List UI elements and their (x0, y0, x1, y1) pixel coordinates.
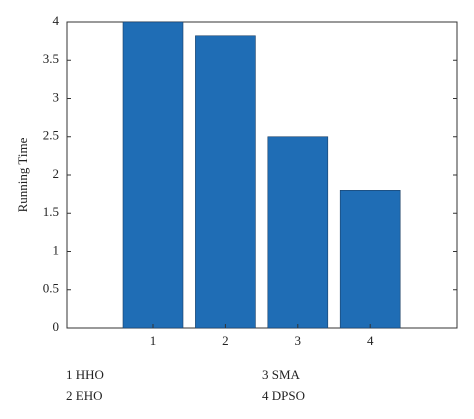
y-tick-label: 2.5 (43, 128, 59, 143)
bar (122, 21, 184, 329)
bar (195, 35, 256, 329)
x-tick-label: 4 (367, 333, 374, 348)
x-tick-label: 1 (150, 333, 157, 348)
legend-note: 3 SMA (262, 367, 301, 382)
y-tick-label: 3.5 (43, 51, 59, 66)
legend-note: 2 EHO (66, 388, 102, 403)
y-tick-label: 0.5 (43, 281, 59, 296)
x-tick-label: 2 (222, 333, 229, 348)
y-tick-label: 1 (53, 242, 60, 257)
legend-note: 4 DPSO (262, 388, 305, 403)
y-tick-label: 2 (53, 166, 60, 181)
y-tick-label: 0 (53, 319, 60, 334)
y-tick-label: 1.5 (43, 204, 59, 219)
y-tick-label: 3 (53, 89, 60, 104)
bar (267, 136, 329, 329)
legend-note: 1 HHO (66, 367, 104, 382)
x-tick-label: 3 (295, 333, 302, 348)
bar (339, 190, 401, 329)
y-tick-label: 4 (53, 13, 60, 28)
y-axis-label: Running Time (15, 137, 30, 212)
